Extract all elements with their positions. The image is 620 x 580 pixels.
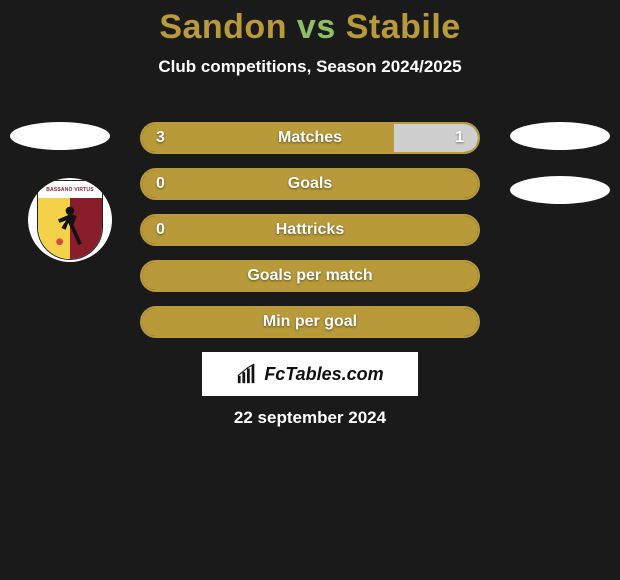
comparison-bars: Matches31 Goals0 Hattricks0 Goals per match… <box>140 122 480 352</box>
stat-bar-left-segment <box>142 216 478 244</box>
attribution-badge: FcTables.com <box>202 352 418 396</box>
stat-bar-left-segment <box>142 170 478 198</box>
club-shield: BASSANO VIRTUS <box>37 180 103 260</box>
stat-bar-right-segment <box>394 124 478 152</box>
shield-player-figure-icon <box>52 204 88 247</box>
stat-bar-left-segment <box>142 308 478 336</box>
title-player-right: Stabile <box>346 8 461 46</box>
stat-bar: Hattricks0 <box>140 214 480 246</box>
date-line: 22 september 2024 <box>0 408 620 428</box>
subtitle: Club competitions, Season 2024/2025 <box>0 57 620 77</box>
bar-chart-icon <box>236 363 258 385</box>
title-vs: vs <box>287 8 346 46</box>
player-right-badge-placeholder-1 <box>510 122 610 150</box>
stat-bar: Goals0 <box>140 168 480 200</box>
shield-top-text: BASSANO VIRTUS <box>38 181 102 198</box>
title-player-left: Sandon <box>159 8 287 46</box>
player-right-badge-placeholder-2 <box>510 176 610 204</box>
stat-bar: Goals per match <box>140 260 480 292</box>
player-left-badge-placeholder <box>10 122 110 150</box>
stat-bar-left-segment <box>142 124 394 152</box>
page-title: Sandon vs Stabile <box>0 0 620 47</box>
stat-bar-left-segment <box>142 262 478 290</box>
club-badge: BASSANO VIRTUS <box>28 178 112 262</box>
attribution-text: FcTables.com <box>264 364 383 385</box>
stat-bar: Matches31 <box>140 122 480 154</box>
stat-bar: Min per goal <box>140 306 480 338</box>
